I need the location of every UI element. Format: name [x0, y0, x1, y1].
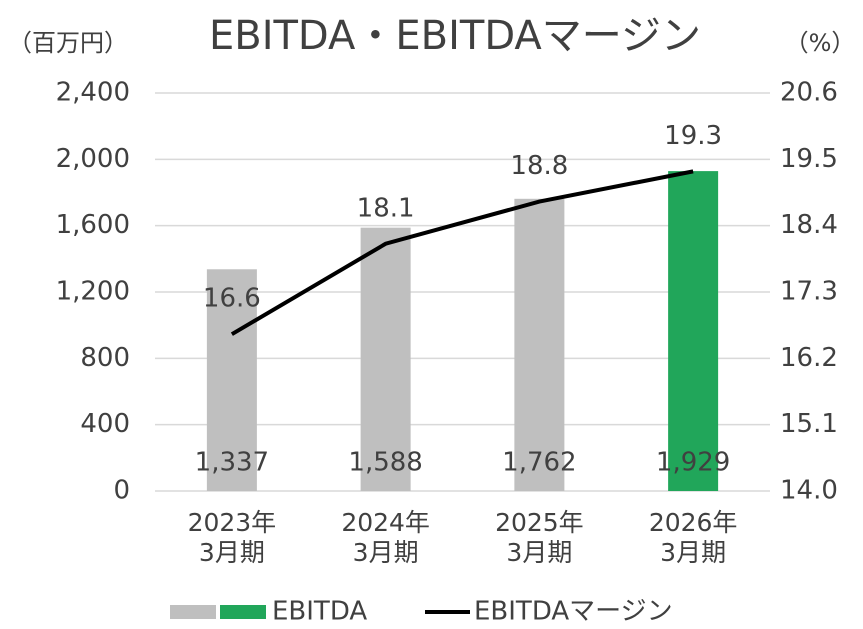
x-tick-label: 2026年 3月期	[648, 508, 738, 567]
bar	[514, 198, 565, 491]
y-tick-label: 800	[80, 343, 130, 373]
line-value-label: 16.6	[203, 284, 261, 314]
y-tick-label: 1,600	[56, 210, 130, 240]
y2-axis-label: （%）	[785, 29, 856, 57]
line	[230, 169, 694, 336]
bar	[668, 171, 719, 492]
bar	[360, 227, 411, 491]
line-value-label: 19.3	[664, 121, 722, 151]
bar-value-label: 1,762	[502, 448, 576, 478]
legend-label: EBITDAマージン	[474, 597, 673, 627]
bar-value-label: 1,588	[348, 448, 422, 478]
x-tick-label: 2023年 3月期	[187, 508, 277, 567]
x-tick-label: 2024年 3月期	[341, 508, 430, 567]
legend-swatch	[220, 605, 266, 619]
y2-tick-label: 16.2	[780, 343, 838, 373]
bar-value-label: 1,337	[195, 448, 269, 478]
y-tick-label: 2,000	[56, 144, 130, 174]
y2-tick-label: 18.4	[780, 210, 838, 240]
y-tick-label: 0	[113, 476, 130, 506]
y2-tick-label: 20.6	[780, 78, 838, 108]
y-axis-label: （百万円）	[8, 29, 128, 57]
bar-value-label: 1,929	[656, 448, 730, 478]
x-tick-label: 2025年 3月期	[495, 508, 584, 567]
y2-tick-label: 17.3	[780, 277, 838, 307]
line-value-label: 18.1	[357, 193, 415, 223]
chart-title: EBITDA・EBITDAマージン	[209, 13, 701, 59]
y-tick-label: 400	[80, 409, 130, 439]
y-tick-label: 2,400	[56, 78, 130, 108]
y2-tick-label: 15.1	[780, 409, 838, 439]
y2-tick-label: 19.5	[780, 144, 838, 174]
bar	[206, 269, 257, 491]
y-tick-label: 1,200	[56, 277, 130, 307]
legend-swatch	[170, 605, 216, 619]
line-value-label: 18.8	[510, 151, 568, 181]
legend-label: EBITDA	[272, 597, 367, 627]
y2-tick-label: 14.0	[780, 476, 838, 506]
